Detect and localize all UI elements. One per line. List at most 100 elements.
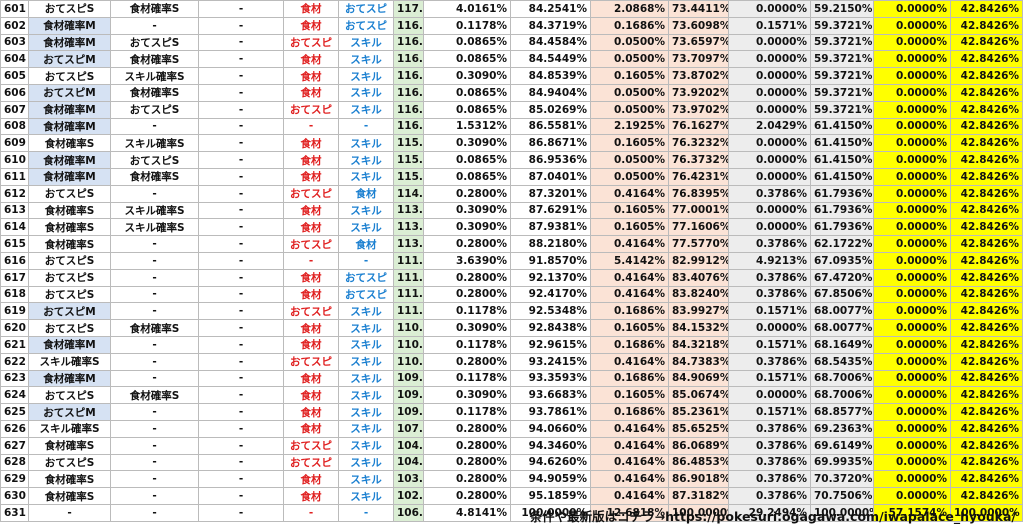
table-cell: 5.4142% <box>590 251 669 270</box>
table-row: 613食材確率Sスキル確率S-食材スキル113.60.3090%87.6291%… <box>0 201 1023 220</box>
table-cell: 食材 <box>283 134 339 153</box>
table-cell: - <box>198 419 284 438</box>
table-cell: 621 <box>0 335 29 354</box>
table-row: 620おてスピS食材確率S-食材スキル110.90.3090%92.8438%0… <box>0 319 1023 337</box>
table-row: 622スキル確率S--おてスピスキル110.40.2800%93.2415%0.… <box>0 352 1023 371</box>
table-cell: 0.4164% <box>590 352 669 371</box>
table-cell: おてスピS <box>28 319 111 337</box>
table-cell: 0.3786% <box>728 285 811 304</box>
table-cell: スキル <box>338 33 394 52</box>
table-cell: 85.2361% <box>668 403 729 421</box>
table-cell: 92.9615% <box>510 335 591 354</box>
table-cell: - <box>198 487 284 505</box>
table-cell: 0.0000% <box>873 33 951 52</box>
table-cell: - <box>110 268 199 287</box>
table-cell: 86.8671% <box>510 134 591 153</box>
table-cell: 42.8426% <box>950 453 1023 472</box>
table-cell: 0.3090% <box>423 319 511 337</box>
table-cell: 食材 <box>338 235 394 253</box>
table-cell: 110.4 <box>393 352 424 371</box>
table-cell: - <box>110 251 199 270</box>
table-cell: 食材確率S <box>110 386 199 405</box>
table-cell: 食材 <box>283 201 339 220</box>
table-cell: 0.0000% <box>873 285 951 304</box>
table-cell: 61.4150% <box>810 134 874 153</box>
table-cell: 84.3218% <box>668 335 729 354</box>
table-cell: 食材 <box>283 386 339 405</box>
table-cell: 食材確率S <box>28 487 111 505</box>
table-cell: スキル <box>338 302 394 321</box>
table-cell: おてスピM <box>28 50 111 69</box>
table-row: 619おてスピM--おてスピスキル111.40.1178%92.5348%0.1… <box>0 302 1023 321</box>
table-cell: 42.8426% <box>950 386 1023 405</box>
table-cell: - <box>283 251 339 270</box>
table-cell: 0.0500% <box>590 83 669 102</box>
table-cell: - <box>338 503 394 522</box>
table-cell: 0.1571% <box>728 403 811 421</box>
table-cell: 0.2800% <box>423 487 511 505</box>
table-cell: 86.0689% <box>668 436 729 455</box>
table-cell: 42.8426% <box>950 319 1023 337</box>
table-cell: 0.2800% <box>423 184 511 203</box>
table-cell: 93.7861% <box>510 403 591 421</box>
table-cell: 68.0077% <box>810 302 874 321</box>
table-cell: 113.0 <box>393 235 424 253</box>
table-row: 623食材確率M--食材スキル109.60.1178%93.3593%0.168… <box>0 369 1023 388</box>
table-cell: 111.4 <box>393 285 424 304</box>
table-cell: 94.6260% <box>510 453 591 472</box>
table-cell: 食材 <box>283 285 339 304</box>
table-cell: 食材 <box>283 151 339 169</box>
footer-link-text: 条件や最新版はコチラ→https://pokesuri.ogagawa.com/… <box>529 509 1016 524</box>
table-cell: 67.8506% <box>810 285 874 304</box>
table-cell: 0.1605% <box>590 218 669 237</box>
table-cell: 0.1686% <box>590 369 669 388</box>
table-cell: 0.4164% <box>590 184 669 203</box>
table-cell: - <box>198 151 284 169</box>
table-row: 606おてスピM食材確率S-食材スキル116.20.0865%84.9404%0… <box>0 83 1023 102</box>
table-cell: 624 <box>0 386 29 405</box>
table-cell: 76.3732% <box>668 151 729 169</box>
table-row: 627食材確率S--おてスピスキル104.90.2800%94.3460%0.4… <box>0 436 1023 455</box>
table-cell: 95.1859% <box>510 487 591 505</box>
table-row: 610食材確率MおてスピS-食材スキル115.80.0865%86.9536%0… <box>0 151 1023 169</box>
table-cell: 87.6291% <box>510 201 591 220</box>
table-cell: - <box>110 503 199 522</box>
table-cell: スキル <box>338 335 394 354</box>
table-cell: 73.6597% <box>668 33 729 52</box>
table-cell: 42.8426% <box>950 352 1023 371</box>
table-cell: - <box>110 352 199 371</box>
table-cell: 0.0500% <box>590 167 669 186</box>
table-cell: 84.4584% <box>510 33 591 52</box>
table-cell: 0.0000% <box>728 50 811 69</box>
table-cell: 食材確率S <box>28 201 111 220</box>
table-cell: - <box>283 503 339 522</box>
table-cell: 食材確率S <box>110 0 199 18</box>
table-cell: おてスピM <box>28 83 111 102</box>
table-cell: スキル <box>338 369 394 388</box>
table-cell: おてスピ <box>338 0 394 18</box>
table-cell: 100.0000% <box>510 503 591 522</box>
table-cell: 77.0001% <box>668 201 729 220</box>
table-cell: 食材 <box>283 50 339 69</box>
table-cell: 625 <box>0 403 29 421</box>
table-cell: 115.6 <box>393 167 424 186</box>
table-cell: スキル <box>338 453 394 472</box>
table-cell: - <box>110 487 199 505</box>
table-cell: 83.4076% <box>668 268 729 287</box>
table-cell: - <box>110 285 199 304</box>
table-cell: おてスピS <box>28 251 111 270</box>
table-cell: 0.4164% <box>590 436 669 455</box>
table-cell: スキル <box>338 167 394 186</box>
table-cell: 94.9059% <box>510 470 591 489</box>
table-cell: 69.2363% <box>810 419 874 438</box>
table-cell: おてスピS <box>28 184 111 203</box>
table-cell: 0.0865% <box>423 33 511 52</box>
table-cell: 2.1925% <box>590 117 669 136</box>
table-cell: 29.2494% <box>728 503 811 522</box>
table-cell: 42.8426% <box>950 0 1023 18</box>
table-cell: 食材確率S <box>28 134 111 153</box>
table-cell: 116.0 <box>393 117 424 136</box>
table-cell: 93.2415% <box>510 352 591 371</box>
table-cell: 食材確率M <box>28 369 111 388</box>
